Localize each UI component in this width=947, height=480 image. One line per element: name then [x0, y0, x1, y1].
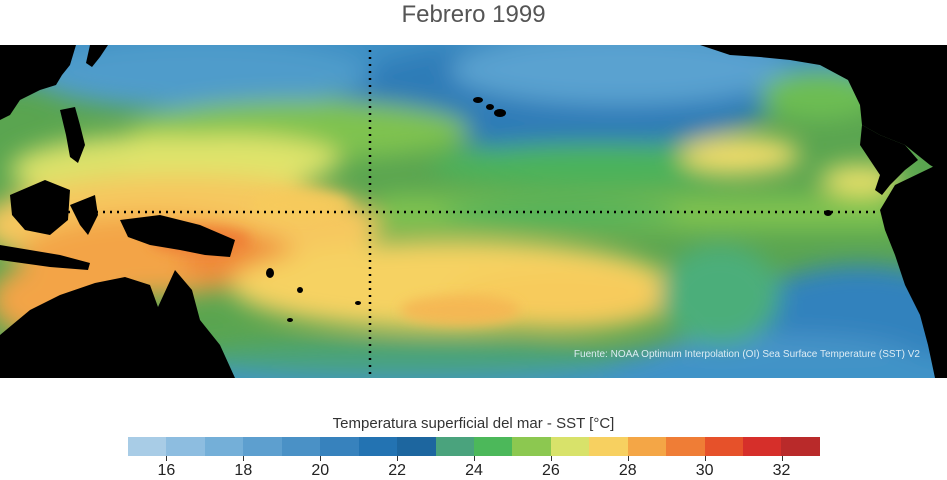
colorbar-cell — [281, 437, 321, 456]
philippines-landmass — [60, 107, 85, 163]
fiji-island — [266, 268, 274, 278]
colorbar-tick-label: 30 — [695, 462, 714, 479]
colorbar-tick-label: 22 — [388, 462, 406, 479]
landmasses — [0, 45, 947, 378]
colorbar-tick-label: 28 — [618, 462, 637, 479]
colorbar-cell — [435, 437, 474, 456]
colorbar-tick — [781, 456, 783, 461]
colorbar-cell — [166, 437, 205, 456]
central-america-landmass — [860, 125, 918, 195]
colorbar-cell — [743, 437, 782, 456]
colorbar-cell — [473, 437, 513, 456]
sst-map — [0, 45, 947, 378]
pacific-island — [355, 301, 361, 305]
colorbar-tick — [474, 456, 475, 461]
colorbar-ticks — [0, 456, 947, 462]
colorbar-tick — [704, 456, 706, 461]
caribbean-island — [916, 124, 934, 130]
hawaii-island — [486, 104, 494, 110]
pacific-island — [297, 287, 303, 293]
colorbar-tick — [627, 456, 629, 461]
colorbar-tick — [320, 456, 322, 461]
colorbar-tick-label: 32 — [772, 462, 791, 479]
sulawesi-landmass — [70, 195, 98, 235]
borneo-landmass — [10, 180, 70, 235]
colorbar-tick-labels: 16 18 20 22 24 26 28 30 32 — [0, 462, 947, 480]
colorbar-cell — [204, 437, 244, 456]
sumatra-java-landmass — [0, 245, 90, 270]
colorbar-cell — [627, 437, 667, 456]
colorbar-cell — [397, 437, 436, 456]
japan-landmass — [86, 45, 108, 67]
hawaii-island — [494, 109, 506, 117]
south-america-landmass — [880, 160, 947, 378]
australia-landmass — [0, 270, 235, 378]
colorbar-cell — [666, 437, 705, 456]
colorbar-tick — [397, 456, 399, 461]
colorbar-tick-label: 24 — [465, 462, 483, 479]
colorbar-cell — [320, 437, 359, 456]
colorbar-tick — [166, 456, 168, 461]
hawaii-island — [473, 97, 483, 103]
colorbar-tick-label: 16 — [157, 462, 176, 479]
colorbar-cell — [704, 437, 743, 456]
asia-landmass — [0, 45, 76, 120]
colorbar-cell — [589, 437, 628, 456]
colorbar-cell — [128, 437, 167, 456]
colorbar-title: Temperatura superficial del mar - SST [°… — [332, 415, 615, 432]
colorbar-tick — [550, 456, 552, 461]
colorbar-cell — [550, 437, 590, 456]
north-america-landmass — [700, 45, 947, 175]
colorbar-cell — [781, 437, 820, 456]
pacific-island — [287, 318, 293, 322]
data-source-credit: Fuente: NOAA Optimum Interpolation (OI) … — [573, 349, 920, 360]
colorbar-tick-label: 20 — [311, 462, 330, 479]
colorbar-tick-label: 18 — [234, 462, 253, 479]
new-guinea-landmass — [120, 215, 235, 257]
colorbar-cell — [512, 437, 551, 456]
map-title: Febrero 1999 — [401, 1, 546, 28]
cuba-island — [878, 105, 922, 115]
colorbar-cell — [358, 437, 398, 456]
colorbar-tick — [243, 456, 245, 461]
colorbar — [128, 437, 820, 456]
colorbar-cell — [243, 437, 282, 456]
colorbar-tick-label: 26 — [541, 462, 560, 479]
